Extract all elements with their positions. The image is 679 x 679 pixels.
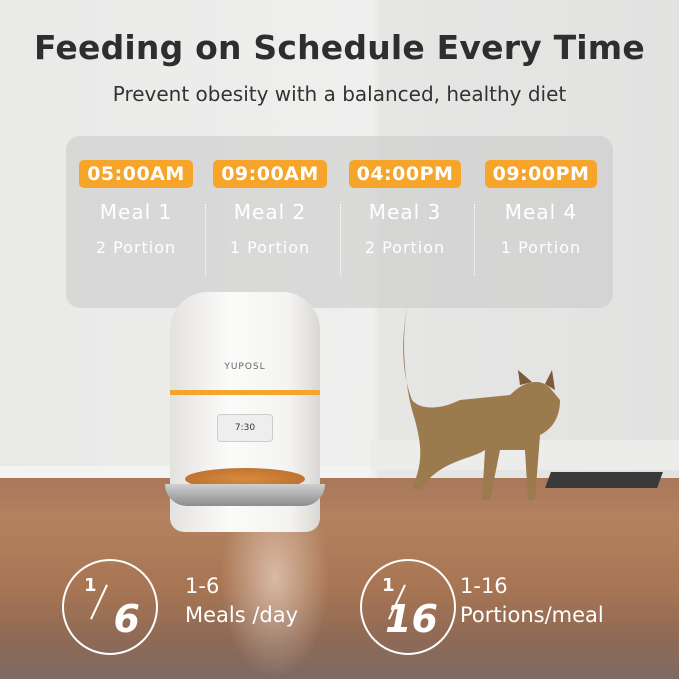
fraction-numerator: 1 <box>382 575 395 596</box>
meal-label: Meal 1 <box>99 200 173 224</box>
schedule-item: 04:00PM Meal 3 2 Portion <box>343 160 467 257</box>
schedule-item: 09:00PM Meal 4 1 Portion <box>479 160 603 257</box>
feature-portions: 1-16 Portions/meal <box>460 572 604 630</box>
divider <box>205 204 206 276</box>
brand-logo: YUPOSL <box>224 362 266 372</box>
headline: Feeding on Schedule Every Time <box>34 28 645 67</box>
feature-meals: 1-6 Meals /day <box>185 572 298 630</box>
feeder-display: 7:30 <box>217 414 273 442</box>
time-badge: 09:00PM <box>484 160 598 188</box>
meal-label: Meal 2 <box>233 200 307 224</box>
schedule-panel: 05:00AM Meal 1 2 Portion 09:00AM Meal 2 … <box>66 136 613 308</box>
feature-label: Meals /day <box>185 603 299 627</box>
meal-label: Meal 3 <box>368 200 442 224</box>
cat-image <box>403 305 560 500</box>
divider <box>474 204 475 276</box>
steel-bowl <box>165 484 325 506</box>
time-badge: 05:00AM <box>79 160 193 188</box>
portion-label: 2 Portion <box>95 238 177 257</box>
subheadline: Prevent obesity with a balanced, healthy… <box>112 82 567 106</box>
feature-range: 1-6 <box>185 574 220 598</box>
feature-label: Portions/meal <box>460 603 604 627</box>
divider <box>340 204 341 276</box>
orange-band <box>170 390 320 395</box>
portion-label: 1 Portion <box>500 238 582 257</box>
fraction-numerator: 1 <box>84 575 97 596</box>
schedule-item: 09:00AM Meal 2 1 Portion <box>208 160 332 257</box>
portion-label: 2 Portion <box>364 238 446 257</box>
meals-per-day-icon: 1 6 <box>62 559 158 655</box>
schedule-item: 05:00AM Meal 1 2 Portion <box>74 160 198 257</box>
portion-label: 1 Portion <box>229 238 311 257</box>
portions-per-meal-icon: 1 16 <box>360 559 456 655</box>
time-badge: 09:00AM <box>213 160 327 188</box>
time-badge: 04:00PM <box>348 160 462 188</box>
fraction-denominator: 6 <box>113 597 140 641</box>
feature-range: 1-16 <box>460 574 508 598</box>
meal-label: Meal 4 <box>504 200 578 224</box>
fraction-denominator: 16 <box>385 597 438 641</box>
